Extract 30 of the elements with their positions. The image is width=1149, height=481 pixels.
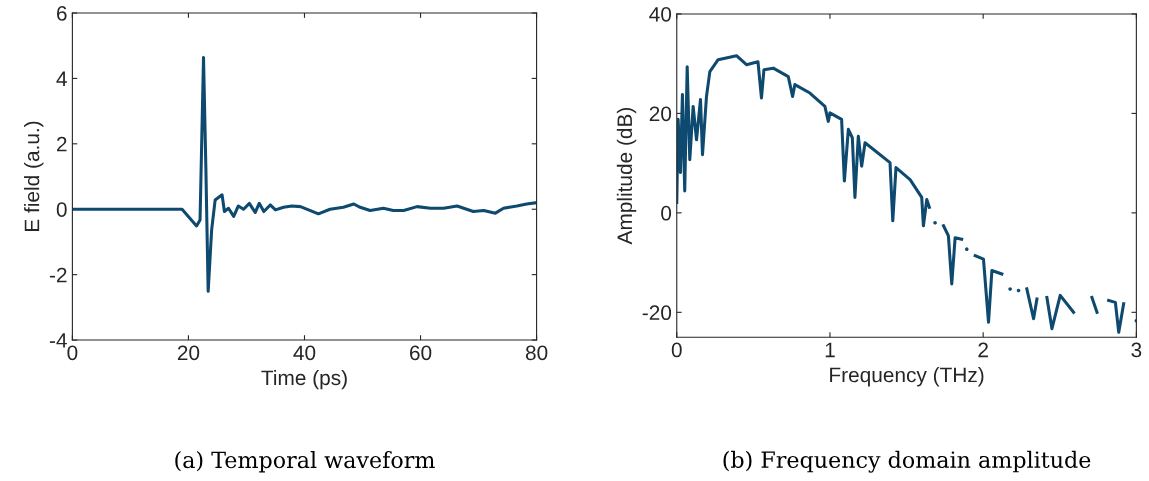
y-tick-label: -2 xyxy=(49,267,67,283)
y-tick-label: 4 xyxy=(56,71,67,86)
x-axis-title: Frequency (THz) xyxy=(830,367,984,387)
y-tick-label: 20 xyxy=(649,106,672,122)
y-tick-label: -4 xyxy=(49,333,67,348)
text: (a) Temporal waveform xyxy=(175,451,435,473)
y-tick-label: 0 xyxy=(661,205,672,221)
y-tick-label: 40 xyxy=(649,6,672,22)
text: (b) Frequency domain amplitude xyxy=(723,450,1091,473)
x-tick-label: 0 xyxy=(671,342,682,358)
point xyxy=(1008,287,1012,291)
x-tick-label: 80 xyxy=(525,345,548,361)
y-tick-label: 2 xyxy=(56,136,67,152)
x-tick-label: 0 xyxy=(67,345,78,361)
x-tick-label: 3 xyxy=(1131,342,1142,358)
x-tick-label: 20 xyxy=(177,345,200,361)
x-axis-title: Time (ps) xyxy=(261,369,347,390)
y-tick-label: -20 xyxy=(642,305,672,321)
y-axis-title: Amplitude (dB) xyxy=(616,107,637,245)
x-tick-label: 40 xyxy=(293,345,316,361)
x-tick-label: 60 xyxy=(410,345,432,361)
line-series xyxy=(72,55,537,293)
point xyxy=(933,221,937,225)
point xyxy=(1016,288,1021,293)
y-tick-label: 6 xyxy=(57,5,67,21)
point xyxy=(964,247,969,251)
y-tick-label: 0 xyxy=(56,202,67,217)
x-tick-label: 1 xyxy=(825,342,835,358)
y-axis-title: E field (a.u.) xyxy=(24,121,44,231)
x-tick-label: 2 xyxy=(978,342,988,358)
